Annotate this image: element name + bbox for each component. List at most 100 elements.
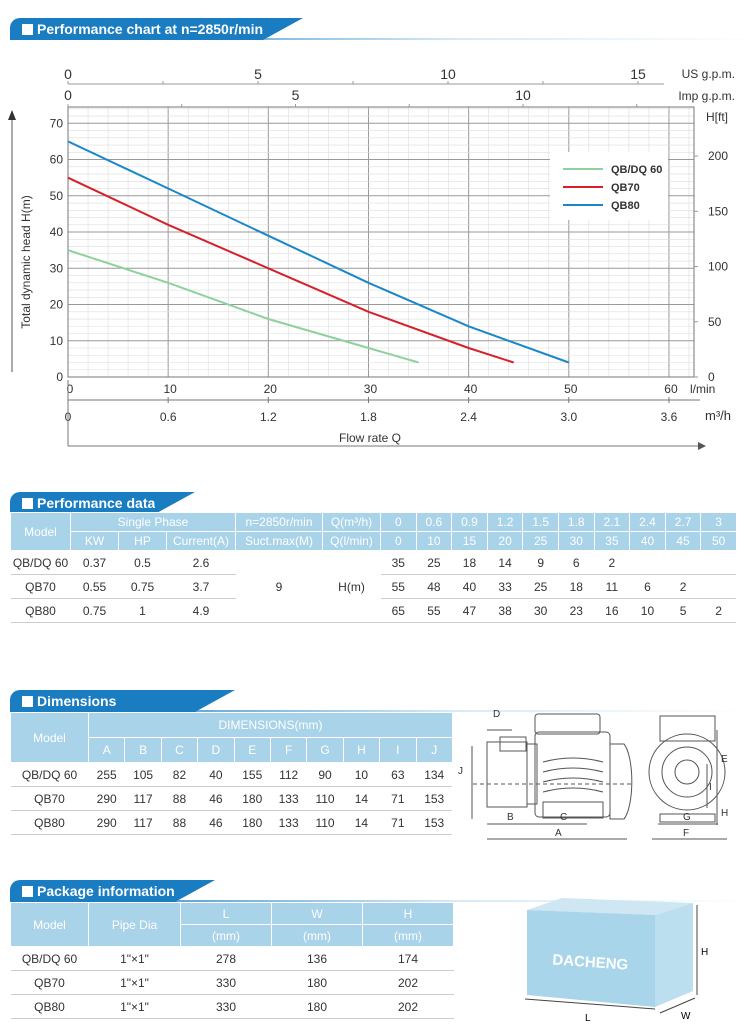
header-dim-col: D	[197, 737, 235, 763]
model-cell: QB80	[10, 598, 71, 623]
header-unit: (mm)	[362, 924, 454, 947]
x-tick-label: 50	[564, 382, 578, 396]
dim-value-cell: 71	[379, 786, 417, 811]
head-value-cell: 18	[451, 550, 488, 575]
pump-dimension-drawing: D J B CA E I G H F	[458, 709, 728, 840]
header-q-lmin-value: 15	[451, 531, 488, 551]
dim-value-cell: 153	[416, 786, 453, 811]
head-value-cell: 25	[522, 574, 559, 599]
series-line-qb70	[67, 176, 515, 364]
header-unit: (mm)	[271, 924, 363, 947]
header-h: H	[362, 902, 454, 925]
header-l: L	[180, 902, 272, 925]
y-tick-label: 20	[50, 298, 64, 312]
header-dim-col: B	[124, 737, 162, 763]
y-tick-label: 70	[50, 116, 64, 130]
pump-front-view	[648, 715, 727, 840]
us-gpm-tick-label: 10	[440, 66, 456, 82]
m3h-tick-label: 2.4	[460, 410, 477, 424]
dim-value-cell: 88	[161, 786, 198, 811]
header-cur: Current(A)	[166, 531, 236, 551]
dim-value-cell: 134	[416, 762, 453, 787]
kw-cell: 0.75	[70, 598, 119, 623]
y-tick-label: 60	[50, 153, 64, 167]
header-q-lmin-value: 30	[557, 531, 595, 551]
dim-value-cell: 255	[88, 762, 125, 787]
header-q-lmin-value: 0	[380, 531, 417, 551]
us-gpm-tick-label: 0	[64, 66, 72, 82]
model-cell: QB/DQ 60	[10, 762, 89, 787]
section-title: Package information	[37, 883, 175, 899]
ft-tick-label: 150	[708, 204, 728, 218]
l-cell: 330	[180, 970, 272, 995]
head-value-cell	[629, 550, 666, 575]
head-value-cell	[700, 550, 737, 575]
header-dim-col: C	[160, 737, 199, 763]
x-tick-label: 0	[67, 382, 74, 396]
header-q-lmin-value: 50	[700, 531, 737, 551]
head-value-cell: 48	[416, 574, 452, 599]
l-cell: 278	[180, 946, 272, 971]
imp-gpm-tick-label: 0	[64, 87, 72, 103]
head-value-cell: 14	[487, 550, 523, 575]
header-q-lmin-value: 45	[664, 531, 702, 551]
x-tick-label: 40	[464, 382, 478, 396]
header-ql: Q(l/min)	[322, 531, 381, 551]
dimension-label: E	[721, 754, 728, 765]
header-dim-col: G	[306, 737, 344, 763]
head-value-cell: 23	[558, 598, 595, 623]
current-cell: 4.9	[166, 598, 236, 623]
x-tick-label: 60	[664, 382, 678, 396]
dim-value-cell: 110	[306, 810, 344, 835]
head-value-cell: 40	[451, 574, 488, 599]
head-value-cell: 47	[451, 598, 488, 623]
header-q-m3h-value: 3	[700, 512, 737, 532]
m3h-tick-label: 0.6	[160, 410, 177, 424]
header-q-m3h-value: 0.6	[415, 512, 453, 532]
box-label-w: W	[681, 1011, 691, 1022]
dim-value-cell: 88	[161, 810, 198, 835]
us-gpm-unit: US g.p.m.	[682, 67, 735, 81]
section-header-dimensions: Dimensions	[10, 690, 750, 712]
header-unit: (mm)	[180, 924, 272, 947]
header-dim-col: F	[269, 737, 308, 763]
head-value-cell: 10	[629, 598, 666, 623]
header-dim-col: I	[379, 737, 417, 763]
imp-gpm-tick-label: 10	[515, 87, 531, 103]
section-title: Performance chart at n=2850r/min	[37, 21, 264, 37]
kw-cell: 0.55	[70, 574, 119, 599]
header-q-m3h-value: 1.8	[557, 512, 595, 532]
y-tick-label: 10	[50, 334, 64, 348]
head-value-cell: 2	[594, 550, 630, 575]
dim-value-cell: 40	[197, 762, 235, 787]
dimension-label: A	[555, 828, 562, 839]
ft-tick-label: 0	[708, 370, 715, 384]
head-value-cell: 2	[665, 574, 701, 599]
h-cell: 174	[362, 946, 454, 971]
table-row: QB70 290 117 88 46 180 133 110 14 71 153	[10, 786, 453, 811]
dim-value-cell: 46	[197, 786, 235, 811]
dimension-label: G	[683, 812, 691, 823]
imp-gpm-tick-label: 5	[292, 87, 300, 103]
dim-value-cell: 153	[416, 810, 453, 835]
dim-value-cell: 14	[343, 786, 380, 811]
dim-value-cell: 133	[270, 810, 307, 835]
header-q-lmin-value: 20	[486, 531, 524, 551]
performance-chart: 0102030405060700102030405060l/min00.61.2…	[8, 66, 735, 450]
hp-cell: 0.75	[118, 574, 167, 599]
header-speed: n=2850r/min	[235, 512, 323, 532]
series-line-qb80	[67, 140, 570, 364]
header-model: Model	[10, 712, 89, 763]
table-row: QB80 1"×1" 330 180 202	[10, 994, 454, 1019]
model-cell: QB80	[10, 994, 89, 1019]
dimension-label: B	[507, 812, 514, 823]
ft-tick-label: 100	[708, 260, 728, 274]
pump-side-view	[471, 713, 633, 840]
header-kw: KW	[70, 531, 119, 551]
dimensions-table: Model DIMENSIONS(mm) A B C D E F G H I J QB/DQ 60 255…	[10, 712, 453, 835]
head-value-cell: 6	[558, 550, 595, 575]
table-row: QB80 0.75 1 4.9 65 55 47 38 30 23 16 10 5 2	[10, 598, 737, 623]
header-q-m3h-value: 0	[380, 512, 417, 532]
y-tick-label: 40	[50, 225, 64, 239]
dim-value-cell: 110	[306, 786, 344, 811]
